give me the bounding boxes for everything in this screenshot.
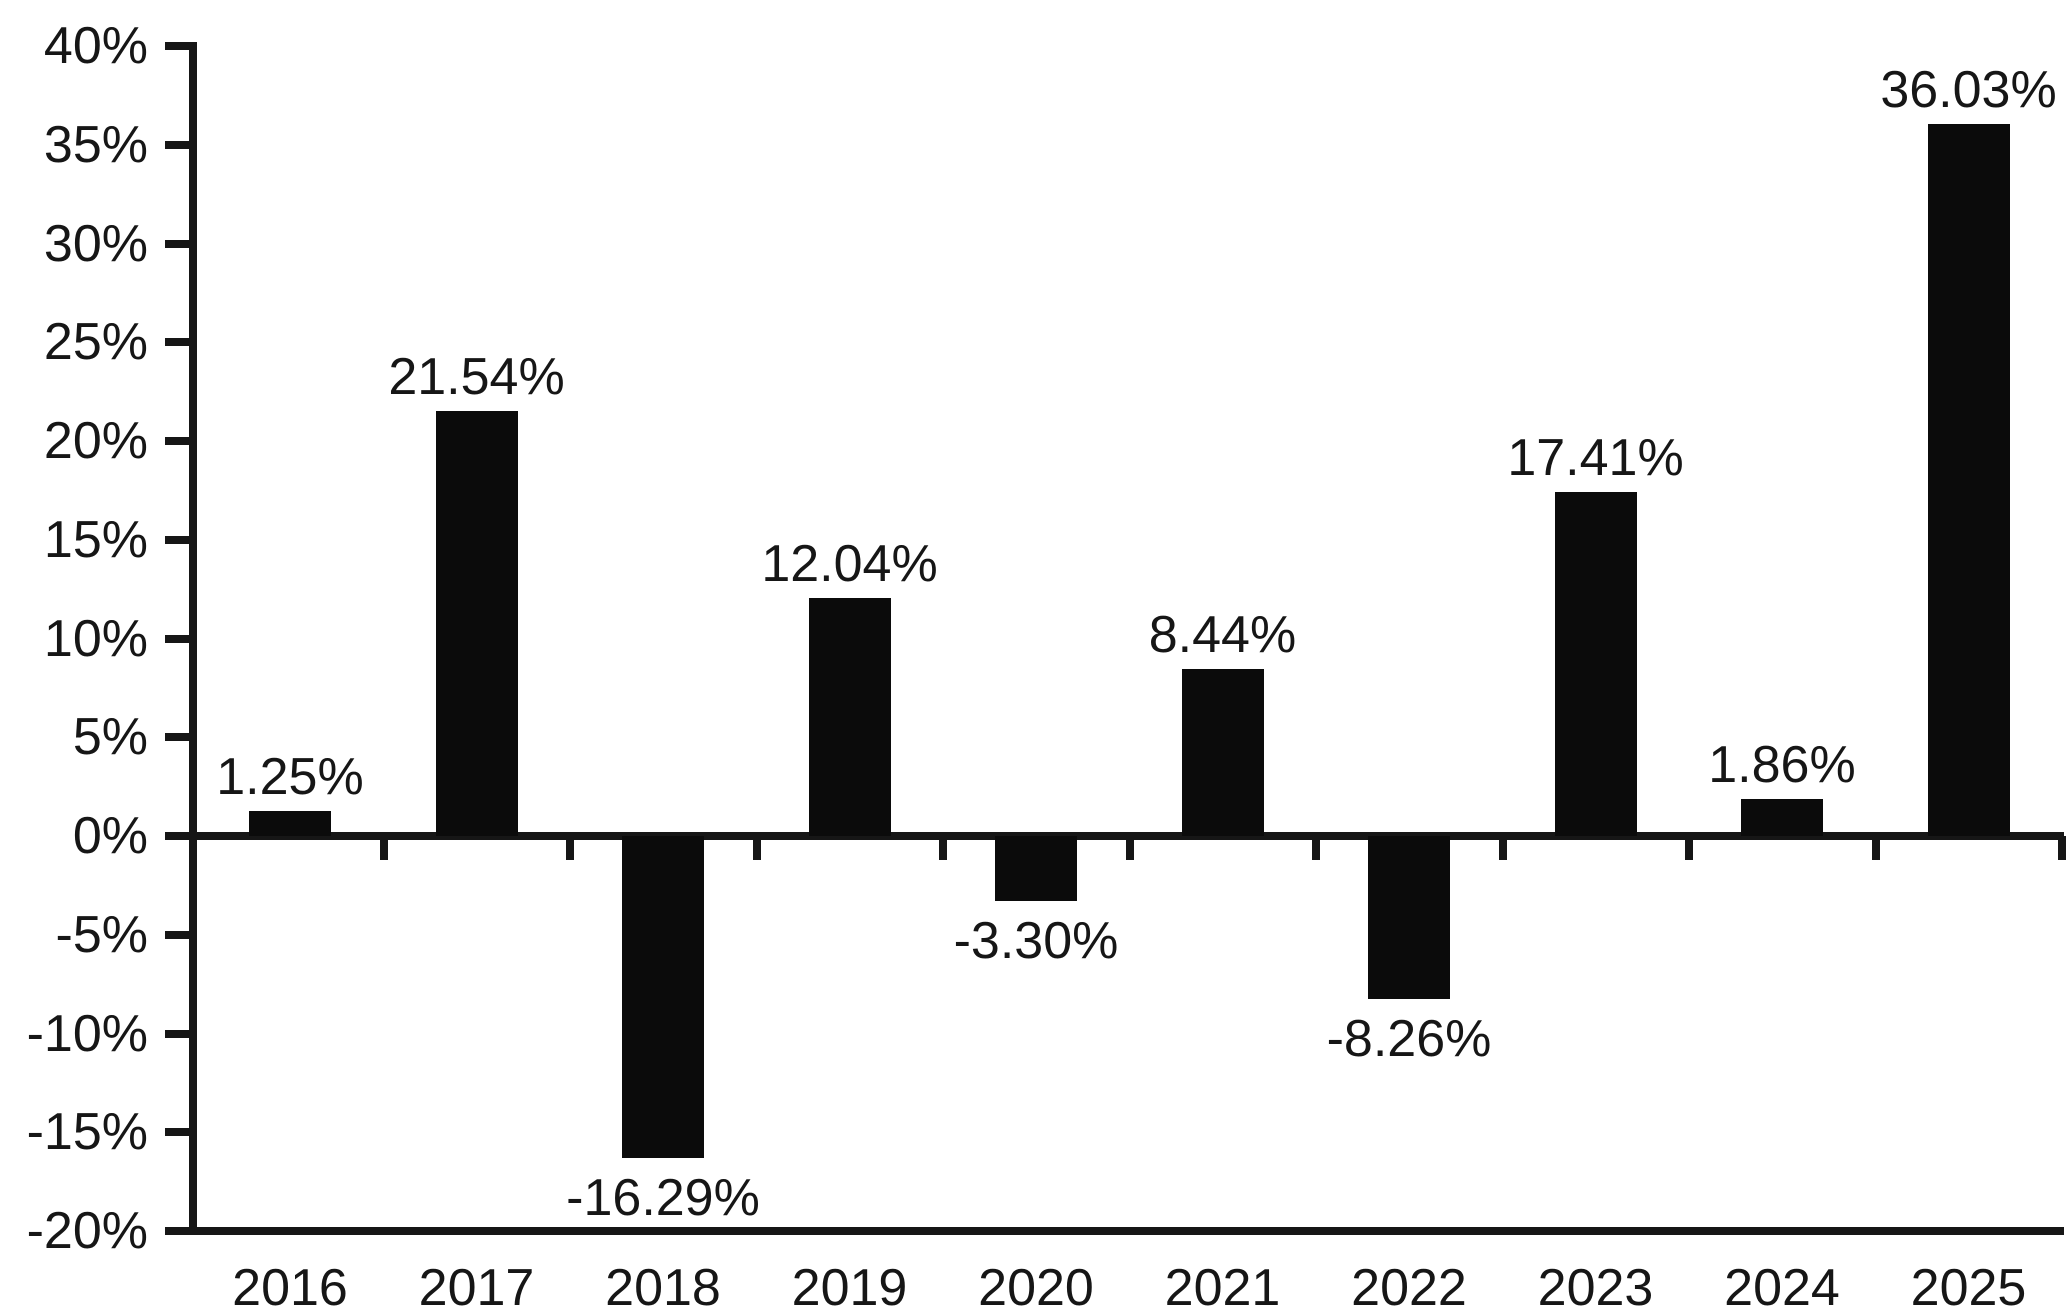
bar-value-label: 8.44% — [1148, 606, 1297, 665]
bar-value-label: 17.41% — [1507, 429, 1684, 488]
y-tick-mark — [165, 535, 191, 544]
x-tick-mark — [566, 836, 574, 860]
x-category-label: 2021 — [1164, 1259, 1281, 1308]
x-category-label: 2023 — [1537, 1259, 1654, 1308]
y-axis-line — [189, 42, 197, 1235]
bar-value-label: 21.54% — [388, 347, 565, 406]
y-tick-label: 10% — [43, 609, 148, 668]
bar-2018 — [622, 836, 704, 1158]
x-tick-mark — [379, 836, 388, 860]
bar-2016 — [249, 811, 331, 836]
x-tick-mark — [2058, 836, 2066, 860]
x-category-label: 2017 — [418, 1259, 535, 1308]
y-tick-mark — [165, 140, 191, 149]
x-tick-mark — [1871, 836, 1880, 860]
y-tick-label: 5% — [72, 708, 148, 767]
y-tick-mark — [165, 733, 191, 742]
bar-2024 — [1741, 799, 1823, 836]
y-tick-label: 35% — [43, 115, 148, 174]
y-tick-label: -5% — [55, 905, 148, 964]
y-tick-mark — [165, 239, 191, 248]
y-tick-label: 0% — [72, 807, 148, 865]
x-category-label: 2020 — [978, 1259, 1094, 1308]
bar-value-label: 12.04% — [761, 535, 938, 594]
bar-value-label: 1.25% — [216, 748, 364, 807]
x-tick-mark — [939, 836, 947, 860]
y-tick-mark — [165, 338, 191, 347]
y-tick-label: -10% — [26, 1004, 148, 1063]
x-axis-line — [189, 1227, 2064, 1235]
bar-value-label: -8.26% — [1326, 1010, 1492, 1069]
y-tick-label: 15% — [43, 510, 148, 569]
bar-2023 — [1554, 492, 1637, 836]
x-tick-mark — [1312, 836, 1320, 860]
x-category-label: 2024 — [1724, 1259, 1840, 1308]
x-category-label: 2018 — [605, 1259, 721, 1308]
y-tick-mark — [165, 930, 191, 939]
bar-value-label: 36.03% — [1880, 61, 2057, 120]
y-tick-label: 20% — [43, 412, 148, 470]
bar-2020 — [995, 836, 1077, 902]
bar-value-label: -3.30% — [953, 912, 1119, 971]
y-tick-label: 40% — [43, 17, 148, 75]
x-category-label: 2022 — [1351, 1259, 1467, 1308]
y-tick-mark — [165, 1227, 191, 1235]
bar-2017 — [435, 410, 518, 836]
bar-value-label: 1.86% — [1708, 736, 1856, 795]
x-tick-mark — [1498, 836, 1507, 860]
bar-2019 — [808, 598, 891, 836]
bar-value-label: -16.29% — [566, 1168, 760, 1227]
x-tick-mark — [1125, 836, 1134, 860]
x-tick-mark — [752, 836, 761, 860]
y-tick-mark — [165, 832, 191, 840]
y-tick-mark — [165, 1128, 191, 1137]
y-tick-mark — [165, 437, 191, 445]
y-tick-mark — [165, 42, 191, 50]
y-tick-label: -20% — [26, 1202, 148, 1260]
y-tick-mark — [165, 1029, 191, 1038]
x-tick-mark — [1685, 836, 1693, 860]
bar-2025 — [1927, 124, 2010, 836]
y-tick-mark — [165, 634, 191, 643]
y-tick-label: 25% — [43, 313, 148, 372]
bar-2022 — [1368, 836, 1450, 1000]
y-tick-label: 30% — [43, 214, 148, 273]
y-tick-label: -15% — [26, 1103, 148, 1162]
x-category-label: 2016 — [232, 1259, 348, 1308]
bar-2021 — [1181, 669, 1264, 836]
x-category-label: 2019 — [791, 1259, 908, 1308]
x-category-label: 2025 — [1910, 1259, 2027, 1308]
